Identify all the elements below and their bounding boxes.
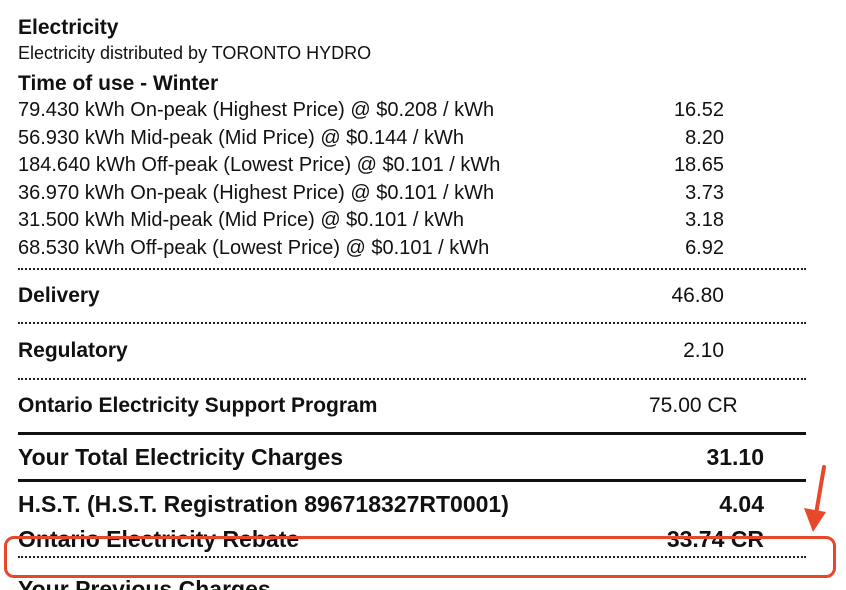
tou-row-label: 79.430 kWh On-peak (Highest Price) @ $0.… (18, 99, 495, 121)
rebate-row: Ontario Electricity Rebate 33.74 CR (18, 522, 808, 556)
tou-row-amount: 3.18 (685, 209, 724, 231)
divider (18, 556, 806, 558)
tou-row-label: 184.640 kWh Off-peak (Lowest Price) @ $0… (18, 154, 501, 176)
total-label: Your Total Electricity Charges (18, 444, 344, 470)
next-row-partial: Your Previous Charges (18, 578, 271, 590)
tou-row: 79.430 kWh On-peak (Highest Price) @ $0.… (18, 97, 808, 125)
rebate-highlight-box (4, 536, 836, 578)
tou-row-amount: 16.52 (673, 99, 724, 121)
oesp-amount: 75.00 CR (649, 394, 738, 417)
tou-row-amount: 8.20 (685, 126, 724, 149)
annotation-arrow-icon (804, 465, 826, 532)
next-row-label: Your Previous Charges (18, 578, 271, 590)
hst-label: H.S.T. (H.S.T. Registration 896718327RT0… (18, 491, 509, 517)
divider-thick (18, 432, 806, 435)
regulatory-label: Regulatory (18, 339, 128, 362)
divider (18, 268, 806, 270)
time-of-use-heading: Time of use - Winter (18, 72, 219, 95)
delivery-amount: 46.80 (671, 284, 724, 307)
hst-amount: 4.04 (719, 491, 764, 517)
divider (18, 378, 806, 380)
hst-row: H.S.T. (H.S.T. Registration 896718327RT0… (18, 482, 808, 526)
divider (18, 322, 806, 324)
tou-row-label: 31.500 kWh Mid-peak (Mid Price) @ $0.101… (18, 209, 465, 231)
oesp-row: Ontario Electricity Support Program 75.0… (18, 380, 808, 432)
tou-row: 184.640 kWh Off-peak (Lowest Price) @ $0… (18, 152, 808, 180)
section-heading-electricity: Electricity (18, 16, 119, 39)
rebate-amount: 33.74 CR (666, 526, 764, 552)
time-of-use-rows: 79.430 kWh On-peak (Highest Price) @ $0.… (18, 97, 808, 262)
tou-row-amount: 18.65 (673, 154, 724, 176)
tou-row-label: 68.530 kWh Off-peak (Lowest Price) @ $0.… (18, 236, 490, 259)
delivery-label: Delivery (18, 284, 100, 307)
tou-row-label: 56.930 kWh Mid-peak (Mid Price) @ $0.144… (18, 126, 465, 149)
tou-row-amount: 3.73 (685, 181, 724, 204)
tou-row-amount: 6.92 (685, 236, 724, 259)
oesp-label: Ontario Electricity Support Program (18, 394, 378, 417)
total-row: Your Total Electricity Charges 31.10 (18, 435, 808, 479)
divider-thick (18, 479, 806, 482)
tou-row: 31.500 kWh Mid-peak (Mid Price) @ $0.101… (18, 207, 808, 235)
total-amount: 31.10 (706, 444, 764, 470)
regulatory-row: Regulatory 2.10 (18, 324, 808, 378)
rebate-label: Ontario Electricity Rebate (18, 526, 300, 552)
tou-row: 56.930 kWh Mid-peak (Mid Price) @ $0.144… (18, 125, 808, 153)
tou-row: 36.970 kWh On-peak (Highest Price) @ $0.… (18, 180, 808, 208)
distributor-line: Electricity distributed by TORONTO HYDRO (18, 43, 372, 63)
regulatory-amount: 2.10 (683, 339, 724, 362)
tou-row-label: 36.970 kWh On-peak (Highest Price) @ $0.… (18, 181, 495, 204)
electricity-bill-section: Electricity Electricity distributed by T… (18, 14, 808, 558)
delivery-row: Delivery 46.80 (18, 270, 808, 322)
tou-row: 68.530 kWh Off-peak (Lowest Price) @ $0.… (18, 235, 808, 263)
